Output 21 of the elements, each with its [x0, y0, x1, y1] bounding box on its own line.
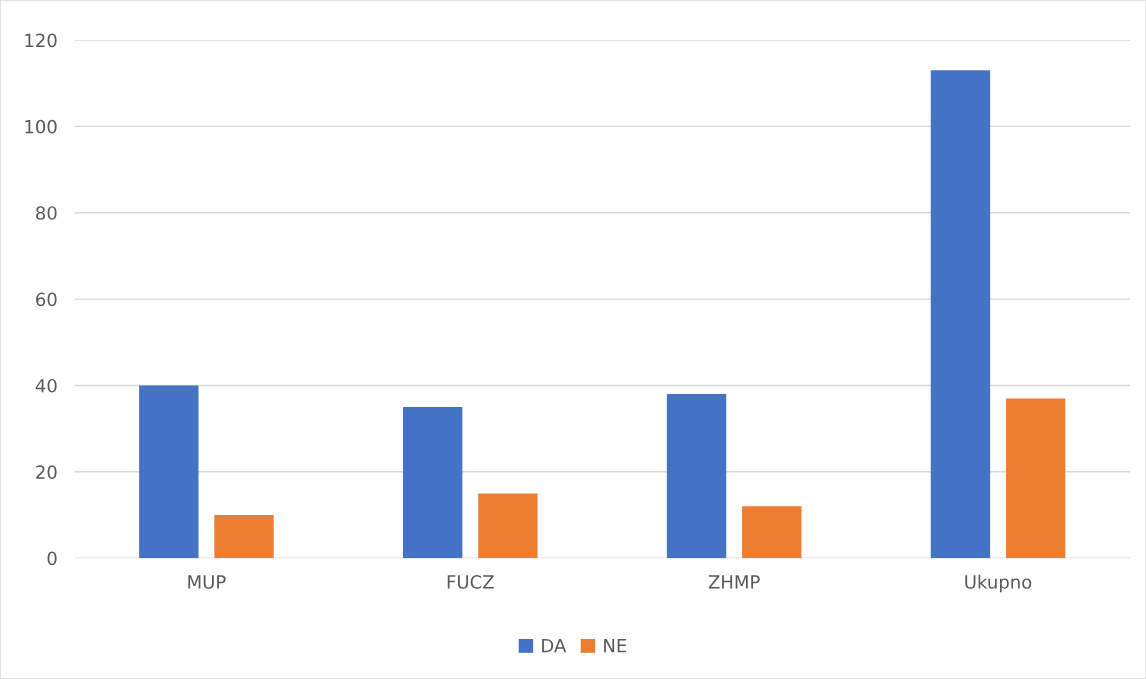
bar: [139, 385, 199, 559]
y-tick-label: 100: [25, 119, 57, 134]
bar: [1005, 398, 1066, 559]
bar: [930, 70, 991, 559]
x-tick-label: ZHMP: [708, 575, 760, 589]
bar: [742, 506, 802, 559]
y-tick-label: 60: [36, 292, 57, 307]
y-tick-label: 80: [36, 206, 57, 220]
x-tick-label: MUP: [188, 575, 226, 589]
y-tick-label: 20: [36, 465, 57, 479]
y-tick-label: 120: [25, 33, 57, 48]
legend-label: NE: [604, 639, 627, 653]
y-tick-label: 0: [47, 551, 57, 566]
legend-label: DA: [542, 639, 567, 653]
x-tick-label: FUCZ: [447, 575, 494, 589]
bar: [478, 493, 538, 559]
bar: [403, 407, 463, 559]
x-tick-label: Ukupno: [965, 574, 1032, 593]
y-tick-label: 40: [35, 378, 57, 393]
bar: [214, 514, 274, 559]
bar: [666, 394, 727, 559]
